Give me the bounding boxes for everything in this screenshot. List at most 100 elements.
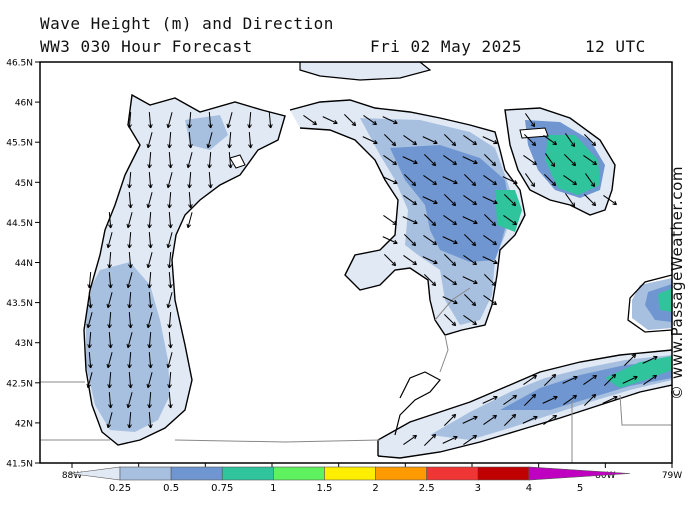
wave-arrow (383, 253, 397, 267)
wave-arrow (206, 132, 213, 149)
wave-arrow (188, 131, 193, 149)
wave-arrow (128, 191, 133, 209)
wave-arrow (503, 193, 517, 207)
wave-arrow (462, 276, 478, 285)
island-outline (519, 127, 549, 139)
wave-arrow (107, 311, 112, 329)
wave-arrow (443, 193, 457, 207)
legend-swatch (426, 466, 479, 481)
wave-arrow (423, 175, 438, 186)
wave-arrow (443, 215, 458, 226)
wave-arrow (108, 391, 113, 409)
wave-arrow (543, 373, 557, 387)
wave-arrow (443, 313, 457, 327)
wave-arrow (146, 192, 153, 209)
wave-arrow (127, 411, 132, 429)
wave-arrow (463, 255, 478, 266)
wave-arrow (483, 414, 498, 425)
wave-arrow (442, 296, 458, 305)
lon-tick-label: 88W (62, 471, 82, 481)
color-legend: 0.25 0.5 0.75 1 1.5 2 2.5 3 4 5 (69, 466, 631, 494)
wave-arrow (147, 331, 152, 349)
wave-arrow (562, 375, 578, 384)
wave-arrow (423, 235, 438, 246)
wave-arrow (148, 231, 153, 249)
wave-arrow (543, 173, 557, 187)
wave-arrow (343, 113, 357, 127)
wave-arrow (187, 111, 192, 129)
lat-tick-label: 42.5N (6, 379, 33, 389)
wave-arrow (362, 136, 378, 145)
lon-tick-label: 79W (662, 471, 682, 481)
wave-arrow (443, 413, 457, 427)
legend-tick-label: 2 (372, 483, 378, 494)
wave-arrow (87, 271, 92, 289)
legend-swatch (528, 466, 631, 481)
wave-arrow (543, 135, 558, 146)
wave-arrow (603, 195, 618, 206)
wave-arrow (403, 255, 418, 266)
lat-tick-label: 44N (15, 259, 33, 269)
lat-tick-label: 41.5N (6, 460, 33, 470)
wave-arrow (423, 153, 437, 167)
wave-arrow (403, 135, 418, 146)
lat-tick-label: 43N (15, 339, 33, 349)
legend-swatch (119, 466, 172, 481)
wave-arrow (187, 171, 192, 189)
lat-tick-label: 45.5N (6, 139, 33, 149)
lake-ontario-fragment (627, 274, 672, 333)
wave-arrow (463, 233, 477, 247)
wave-arrow (248, 131, 253, 149)
wave-arrow (443, 133, 457, 147)
forecast-subtitle: WW3 030 Hour Forecast (40, 37, 253, 56)
wave-arrow (422, 196, 438, 205)
wave-arrow (442, 435, 458, 444)
wave-arrow (483, 295, 498, 306)
wave-arrow (128, 251, 133, 269)
lake-erie (377, 349, 672, 459)
wave-arrow (443, 155, 458, 166)
wave-arrow (127, 231, 132, 249)
wave-arrow (525, 173, 536, 188)
legend-swatch (273, 466, 325, 481)
wave-arrow (383, 133, 397, 147)
wave-arrow (167, 131, 172, 149)
lake-huron-high-wave-area (390, 145, 510, 262)
wave-arrow (127, 291, 132, 309)
wave-arrow (88, 291, 93, 309)
wave-arrow (146, 312, 153, 329)
wave-arrow (382, 236, 398, 245)
wave-arrow (503, 413, 517, 427)
georgian-bay-coast (504, 107, 616, 216)
wave-arrow (126, 392, 133, 409)
legend-tick-label: 0.5 (163, 483, 179, 494)
wave-arrow (268, 111, 273, 129)
lake-st-clair-coast (394, 371, 441, 436)
wave-arrow (186, 152, 193, 169)
wave-arrow (443, 275, 458, 286)
wave-arrow (402, 156, 418, 165)
legend-tick-label: 2.5 (419, 483, 435, 494)
wave-arrow (403, 434, 418, 445)
wave-arrow (522, 415, 538, 424)
wave-arrow (623, 353, 637, 367)
wave-arrow (363, 115, 378, 126)
legend-tick-label: 1 (270, 483, 276, 494)
wave-arrow (422, 256, 438, 265)
wave-arrow (108, 211, 113, 229)
wave-arrow (523, 155, 538, 166)
wave-arrow (107, 251, 112, 269)
wave-arrow (483, 175, 498, 186)
wave-arrow (168, 151, 173, 169)
wave-arrow (603, 373, 617, 387)
wave-arrow (147, 151, 152, 169)
wave-arrow (563, 394, 578, 405)
wave-arrow (542, 395, 558, 404)
island-outline (229, 154, 246, 169)
wave-arrow (482, 136, 498, 145)
latitude-axis: 46.5N 46N 45.5N 45N 44.5N 44N 43.5N 43N 42.5N 42N… (6, 59, 40, 470)
wave-arrow (462, 216, 478, 225)
lat-tick-label: 42N (15, 419, 33, 429)
wave-arrow (226, 112, 233, 129)
legend-swatch (221, 466, 274, 481)
